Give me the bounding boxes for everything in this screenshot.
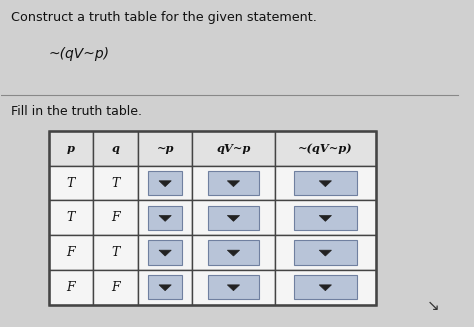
Bar — [138, 166, 192, 200]
Bar — [192, 166, 275, 200]
Bar — [208, 240, 259, 265]
Text: F: F — [111, 281, 120, 294]
Text: T: T — [67, 211, 75, 224]
Polygon shape — [319, 215, 331, 221]
Bar — [138, 131, 192, 166]
Bar — [275, 131, 376, 166]
Bar — [48, 131, 93, 166]
Text: Fill in the truth table.: Fill in the truth table. — [11, 105, 142, 118]
Bar — [294, 275, 357, 299]
Bar — [148, 275, 182, 299]
Text: ~(qV~p): ~(qV~p) — [48, 47, 109, 61]
Bar — [294, 171, 357, 195]
Polygon shape — [159, 215, 171, 221]
Bar — [48, 235, 93, 270]
Bar — [275, 235, 376, 270]
Bar — [275, 270, 376, 304]
Bar — [208, 171, 259, 195]
Polygon shape — [228, 215, 239, 221]
Bar — [48, 131, 376, 304]
Bar — [192, 235, 275, 270]
Bar — [148, 171, 182, 195]
Bar — [93, 235, 138, 270]
Polygon shape — [159, 285, 171, 291]
Text: qV~p: qV~p — [216, 143, 251, 154]
Text: ↘: ↘ — [427, 298, 439, 313]
Polygon shape — [319, 250, 331, 256]
Text: F: F — [66, 246, 75, 259]
Bar — [192, 200, 275, 235]
Bar — [294, 206, 357, 230]
Bar — [93, 166, 138, 200]
Bar — [138, 200, 192, 235]
Bar — [208, 206, 259, 230]
Bar — [148, 206, 182, 230]
Bar — [93, 200, 138, 235]
Bar — [275, 166, 376, 200]
Bar — [148, 240, 182, 265]
Polygon shape — [228, 285, 239, 291]
Bar — [48, 270, 93, 304]
Bar — [48, 166, 93, 200]
Polygon shape — [159, 250, 171, 256]
Text: ~(qV~p): ~(qV~p) — [298, 143, 353, 154]
Bar — [294, 240, 357, 265]
Bar — [208, 275, 259, 299]
Bar — [93, 131, 138, 166]
Polygon shape — [228, 250, 239, 256]
Bar — [138, 235, 192, 270]
Text: T: T — [67, 177, 75, 190]
Text: q: q — [112, 143, 119, 154]
Bar — [48, 200, 93, 235]
Polygon shape — [159, 181, 171, 187]
Polygon shape — [228, 181, 239, 187]
Text: p: p — [67, 143, 75, 154]
Text: T: T — [111, 177, 120, 190]
Polygon shape — [319, 181, 331, 187]
Polygon shape — [319, 285, 331, 291]
Bar — [275, 200, 376, 235]
Text: T: T — [111, 246, 120, 259]
Text: Construct a truth table for the given statement.: Construct a truth table for the given st… — [11, 11, 317, 24]
Bar — [93, 270, 138, 304]
Bar — [192, 270, 275, 304]
Bar — [138, 270, 192, 304]
Text: ~p: ~p — [156, 143, 174, 154]
Text: F: F — [66, 281, 75, 294]
Text: F: F — [111, 211, 120, 224]
Bar — [192, 131, 275, 166]
